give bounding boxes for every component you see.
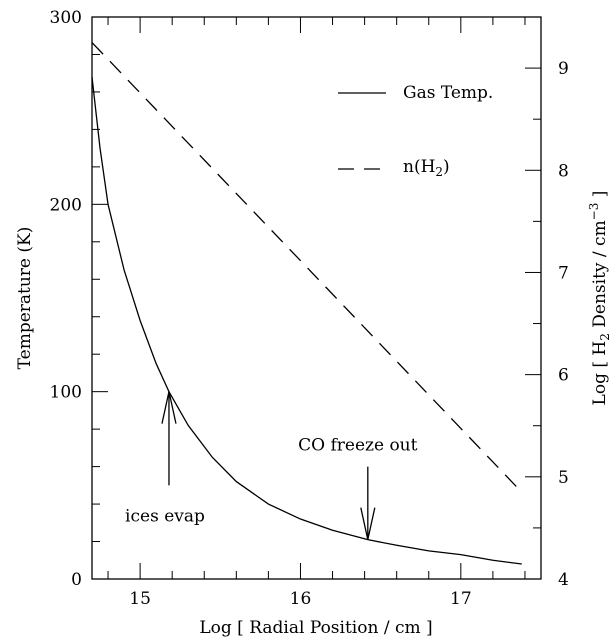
y-axis-right-label-part-2: Density / cm	[590, 220, 610, 333]
tick-labels: 15 16 17 0 100 200 300 4 5 6 7 8 9	[50, 8, 569, 609]
y-right-tick-label: 8	[558, 161, 569, 181]
legend: Gas Temp. n(H2)	[338, 83, 493, 179]
y-right-tick-label: 5	[558, 468, 569, 488]
y-right-tick-label: 6	[558, 366, 569, 386]
y-left-tick-label: 100	[50, 383, 82, 403]
legend-label-nh2-tail: )	[443, 157, 450, 177]
y-right-tick-label: 4	[558, 570, 569, 590]
y-right-tick-label: 9	[558, 59, 569, 79]
y-axis-right-label-part-1: Log [ H	[590, 341, 610, 406]
series-line-gas-temp	[91, 76, 522, 565]
x-tick-label: 16	[290, 589, 312, 609]
legend-label-nh2-main: n(H	[403, 157, 435, 177]
y-axis-right-label-sub: 2	[598, 333, 612, 341]
annotation-label: CO freeze out	[298, 436, 417, 456]
x-tick-label: 17	[450, 589, 472, 609]
annotation-arrow-head	[161, 391, 177, 424]
annotation-label: ices evap	[125, 506, 205, 526]
y-axis-right-label-part-3: ]	[590, 191, 610, 203]
y-left-tick-label: 0	[71, 570, 82, 590]
annotation-layer: ices evap CO freeze out	[125, 391, 418, 540]
y-left-tick-label: 300	[50, 8, 82, 28]
plot-frame	[91, 16, 542, 580]
y-axis-left-label: Temperature (K)	[15, 227, 35, 370]
x-tick-label: 15	[129, 589, 151, 609]
legend-label-nh2: n(H2)	[403, 157, 450, 179]
series-layer	[91, 42, 523, 565]
x-axis-label: Log [ Radial Position / cm ]	[199, 618, 432, 638]
legend-label-nh2-sub: 2	[435, 165, 443, 179]
y-axis-right-label-sup: −3	[587, 203, 601, 221]
y-axis-right-label: Log [ H2 Density / cm−3 ]	[587, 191, 612, 406]
legend-label-gas-temp: Gas Temp.	[403, 83, 493, 103]
tick-marks	[92, 16, 541, 580]
annotation-arrow-head	[360, 507, 376, 540]
y-left-tick-label: 200	[50, 195, 82, 215]
series-line-nh2	[91, 42, 523, 493]
y-right-tick-label: 7	[558, 263, 569, 283]
